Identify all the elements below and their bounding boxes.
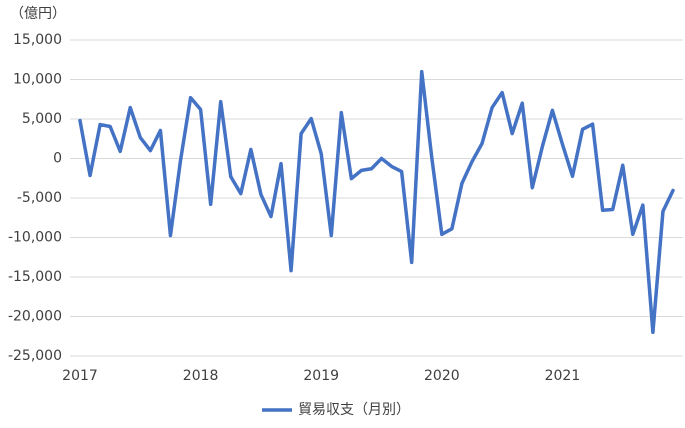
x-tick-label: 2021 xyxy=(545,368,581,384)
y-tick-label: -20,000 xyxy=(8,309,62,325)
data-line xyxy=(78,69,675,335)
y-tick-label: 15,000 xyxy=(13,32,62,48)
legend-label: 貿易収支（月別） xyxy=(298,402,410,418)
y-tick-label: -10,000 xyxy=(8,230,62,246)
x-tick-label: 2018 xyxy=(183,368,219,384)
y-tick-label: 10,000 xyxy=(13,72,62,88)
y-tick-label: -5,000 xyxy=(17,190,62,206)
y-tick-label: 0 xyxy=(53,151,62,167)
y-axis-unit: （億円） xyxy=(10,6,66,22)
x-tick-label: 2020 xyxy=(424,368,460,384)
y-tick-label: -25,000 xyxy=(8,348,62,364)
y-tick-label: 5,000 xyxy=(22,111,62,127)
x-tick-label: 2019 xyxy=(303,368,339,384)
y-tick-label: -15,000 xyxy=(8,269,62,285)
x-tick-label: 2017 xyxy=(62,368,98,384)
